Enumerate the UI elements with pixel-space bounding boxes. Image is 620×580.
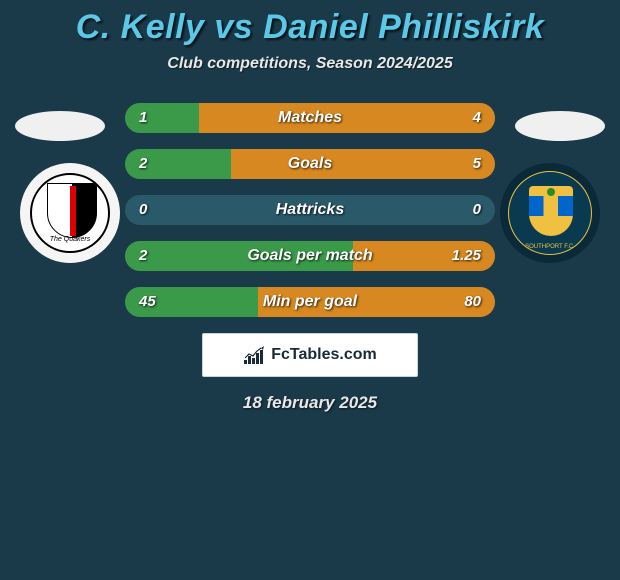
season-subtitle: Club competitions, Season 2024/2025 (0, 55, 620, 73)
stat-bars: 14Matches 25Goals 00Hattricks 21.25Goals pe… (125, 103, 495, 317)
player-right-avatar-placeholder (515, 111, 605, 141)
club-badge-left: The Quakers (20, 163, 120, 263)
stat-row-min-per-goal: 4580Min per goal (125, 287, 495, 317)
comparison-content: The Quakers SOUTHPORT F.C. 14Matches 25Go… (0, 103, 620, 413)
comparison-title: C. Kelly vs Daniel Philliskirk (0, 0, 620, 47)
comparison-date: 18 february 2025 (0, 393, 620, 413)
darlington-crest: The Quakers (30, 173, 110, 253)
fctables-icon (243, 345, 267, 365)
player-left-avatar-placeholder (15, 111, 105, 141)
stat-label: Hattricks (125, 195, 495, 225)
stat-label: Min per goal (125, 287, 495, 317)
stat-label: Matches (125, 103, 495, 133)
stat-row-matches: 14Matches (125, 103, 495, 133)
stat-row-goals-per-match: 21.25Goals per match (125, 241, 495, 271)
club-badge-right: SOUTHPORT F.C. (500, 163, 600, 263)
stat-label: Goals (125, 149, 495, 179)
attribution-text: FcTables.com (271, 346, 377, 364)
attribution-badge[interactable]: FcTables.com (202, 333, 418, 377)
stat-row-hattricks: 00Hattricks (125, 195, 495, 225)
stat-row-goals: 25Goals (125, 149, 495, 179)
southport-crest: SOUTHPORT F.C. (508, 171, 592, 255)
stat-label: Goals per match (125, 241, 495, 271)
